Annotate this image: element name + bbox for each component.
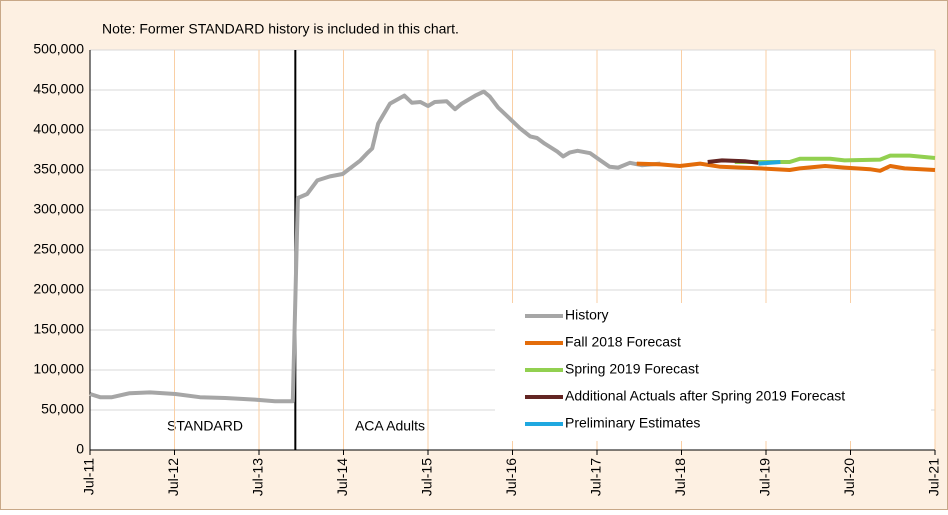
note: Note: Former STANDARD history is include… xyxy=(102,21,459,37)
y-tick-label: 500,000 xyxy=(33,41,84,57)
y-tick-label: 250,000 xyxy=(33,241,84,257)
y-tick-label: 150,000 xyxy=(33,321,84,337)
x-tick-label: Jul-18 xyxy=(672,458,688,496)
y-tick-label: 300,000 xyxy=(33,201,84,217)
line xyxy=(758,160,781,166)
legend-label: Preliminary Estimates xyxy=(565,415,700,431)
legend-label: Spring 2019 Forecast xyxy=(565,361,699,377)
x-tick-label: Jul-21 xyxy=(926,458,942,496)
line xyxy=(707,158,759,165)
x-tick-label: Jul-13 xyxy=(250,458,266,496)
x-tick-label: Jul-14 xyxy=(334,458,350,496)
legend-label: History xyxy=(565,307,609,323)
y-tick-label: 350,000 xyxy=(33,161,84,177)
y-tick-label: 450,000 xyxy=(33,81,84,97)
x-tick-label: Jul-16 xyxy=(503,458,519,496)
y-tick-label: 0 xyxy=(76,441,84,457)
region-label: STANDARD xyxy=(167,418,243,434)
y-tick-label: 50,000 xyxy=(41,401,84,417)
y-tick-label: 200,000 xyxy=(33,281,84,297)
legend-label: Fall 2018 Forecast xyxy=(565,334,681,350)
x-tick-label: Jul-11 xyxy=(81,458,97,495)
x-tick-label: Jul-17 xyxy=(588,458,604,496)
x-tick-label: Jul-15 xyxy=(419,458,435,496)
line xyxy=(89,89,661,404)
x-tick-label: Jul-20 xyxy=(841,458,857,496)
legend xyxy=(495,303,931,441)
region-label: ACA Adults xyxy=(355,418,425,434)
x-tick-label: Jul-12 xyxy=(165,458,181,496)
line xyxy=(636,161,936,173)
x-tick-label: Jul-19 xyxy=(757,458,773,496)
y-tick-label: 100,000 xyxy=(33,361,84,377)
y-tick-label: 400,000 xyxy=(33,121,84,137)
legend-label: Additional Actuals after Spring 2019 For… xyxy=(565,388,845,404)
